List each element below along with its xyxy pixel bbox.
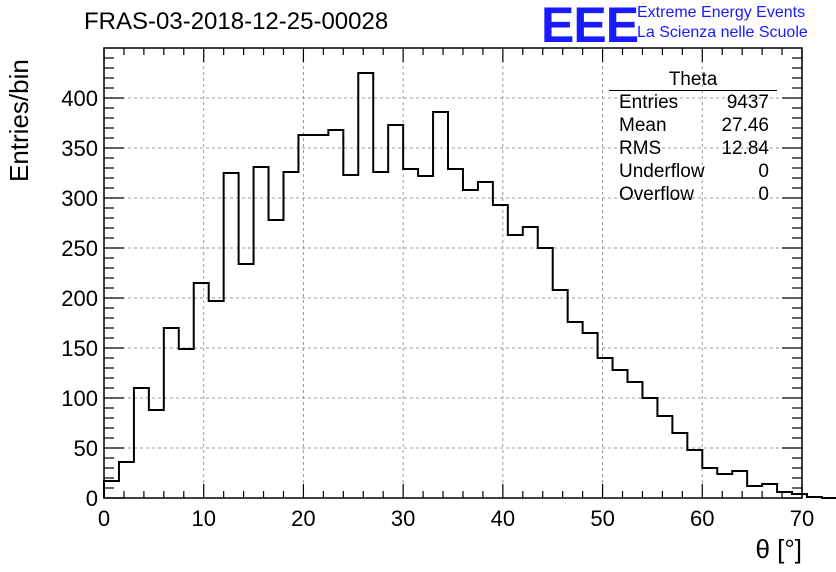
x-tick-label: 50 <box>590 506 614 531</box>
y-tick-label: 250 <box>61 236 98 261</box>
stats-row: Underflow 0 <box>609 160 777 183</box>
x-tick-label: 70 <box>790 506 814 531</box>
x-tick-label: 40 <box>491 506 515 531</box>
plot-title: FRAS-03-2018-12-25-00028 <box>84 8 389 35</box>
stats-row: Overflow 0 <box>609 183 777 206</box>
stats-value: 27.46 <box>721 115 769 136</box>
y-tick-label: 150 <box>61 336 98 361</box>
y-tick-label: 400 <box>61 86 98 111</box>
x-axis-label: θ [°] <box>755 534 802 564</box>
histogram-series <box>103 72 836 499</box>
stats-box: Theta Entries 9437 Mean 27.46 RMS 12.84 Und… <box>609 70 777 206</box>
grid-lines <box>104 48 802 498</box>
plot-frame <box>103 47 803 499</box>
stats-value: 9437 <box>726 92 769 113</box>
y-axis-label: Entries/bin <box>4 59 34 182</box>
stats-title: Theta <box>609 70 777 91</box>
stats-label: RMS <box>619 138 662 159</box>
x-tick-label: 0 <box>98 506 110 531</box>
x-tick-label: 60 <box>690 506 714 531</box>
stats-value: 0 <box>758 184 769 205</box>
logo-subtitle-2: La Scienza nelle Scuole <box>637 24 808 41</box>
stats-label: Underflow <box>619 161 705 182</box>
stats-label: Mean <box>619 115 667 136</box>
stats-label: Overflow <box>619 184 694 205</box>
y-tick-label: 0 <box>86 486 98 511</box>
tick-labels: 0 10 20 30 40 50 60 70 0 50 100 150 200 250 300 350 400 <box>61 86 814 531</box>
stats-value: 12.84 <box>721 138 769 159</box>
stats-value: 0 <box>758 161 769 182</box>
y-tick-label: 200 <box>61 286 98 311</box>
y-tick-label: 300 <box>61 186 98 211</box>
y-tick-label: 100 <box>61 386 98 411</box>
x-tick-label: 30 <box>391 506 415 531</box>
stats-row: Mean 27.46 <box>609 114 777 137</box>
y-tick-label: 350 <box>61 136 98 161</box>
stats-row: Entries 9437 <box>609 91 777 114</box>
y-tick-label: 50 <box>74 436 98 461</box>
eee-logo: EEE <box>541 0 639 53</box>
x-tick-label: 20 <box>291 506 315 531</box>
x-tick-label: 10 <box>191 506 215 531</box>
logo-subtitle-1: Extreme Energy Events <box>637 4 806 21</box>
stats-row: RMS 12.84 <box>609 137 777 160</box>
stats-label: Entries <box>619 92 679 113</box>
